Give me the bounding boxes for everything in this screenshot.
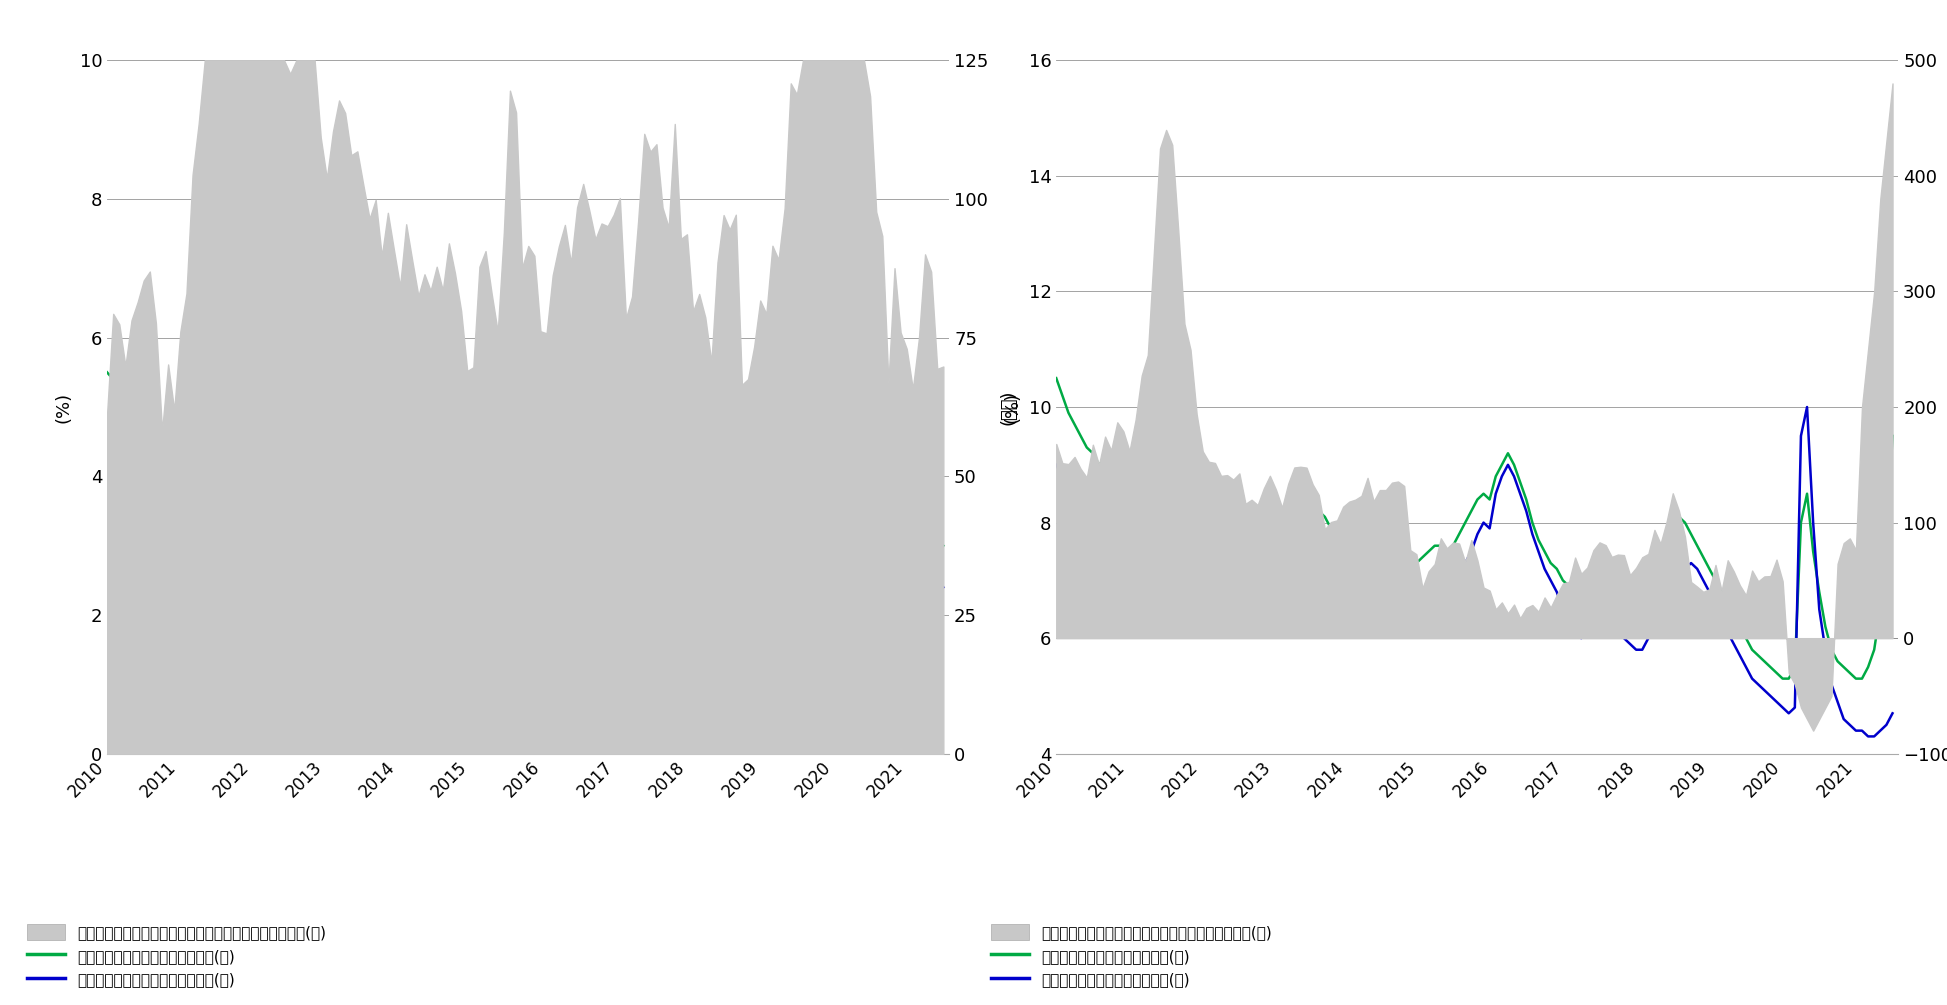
Y-axis label: (%): (%) — [1003, 392, 1022, 422]
Y-axis label: (%): (%) — [55, 392, 72, 422]
Y-axis label: (基点): (基点) — [999, 389, 1018, 425]
Legend: 亚洲高收益企业债券与美国高收益企业债券之间息差(右), 亚洲高收益企业债券到期收益率(左), 美国高收益企业债券到期收益率(左): 亚洲高收益企业债券与美国高收益企业债券之间息差(右), 亚洲高收益企业债券到期收… — [991, 924, 1271, 987]
Legend: 亚洲投资级别企业债券与美国投资级别企业债券之间息差(右), 亚洲投资级别企业债券到期收益率(左), 美国投资级别企业债券到期收益率(左): 亚洲投资级别企业债券与美国投资级别企业债券之间息差(右), 亚洲投资级别企业债券… — [27, 924, 327, 987]
